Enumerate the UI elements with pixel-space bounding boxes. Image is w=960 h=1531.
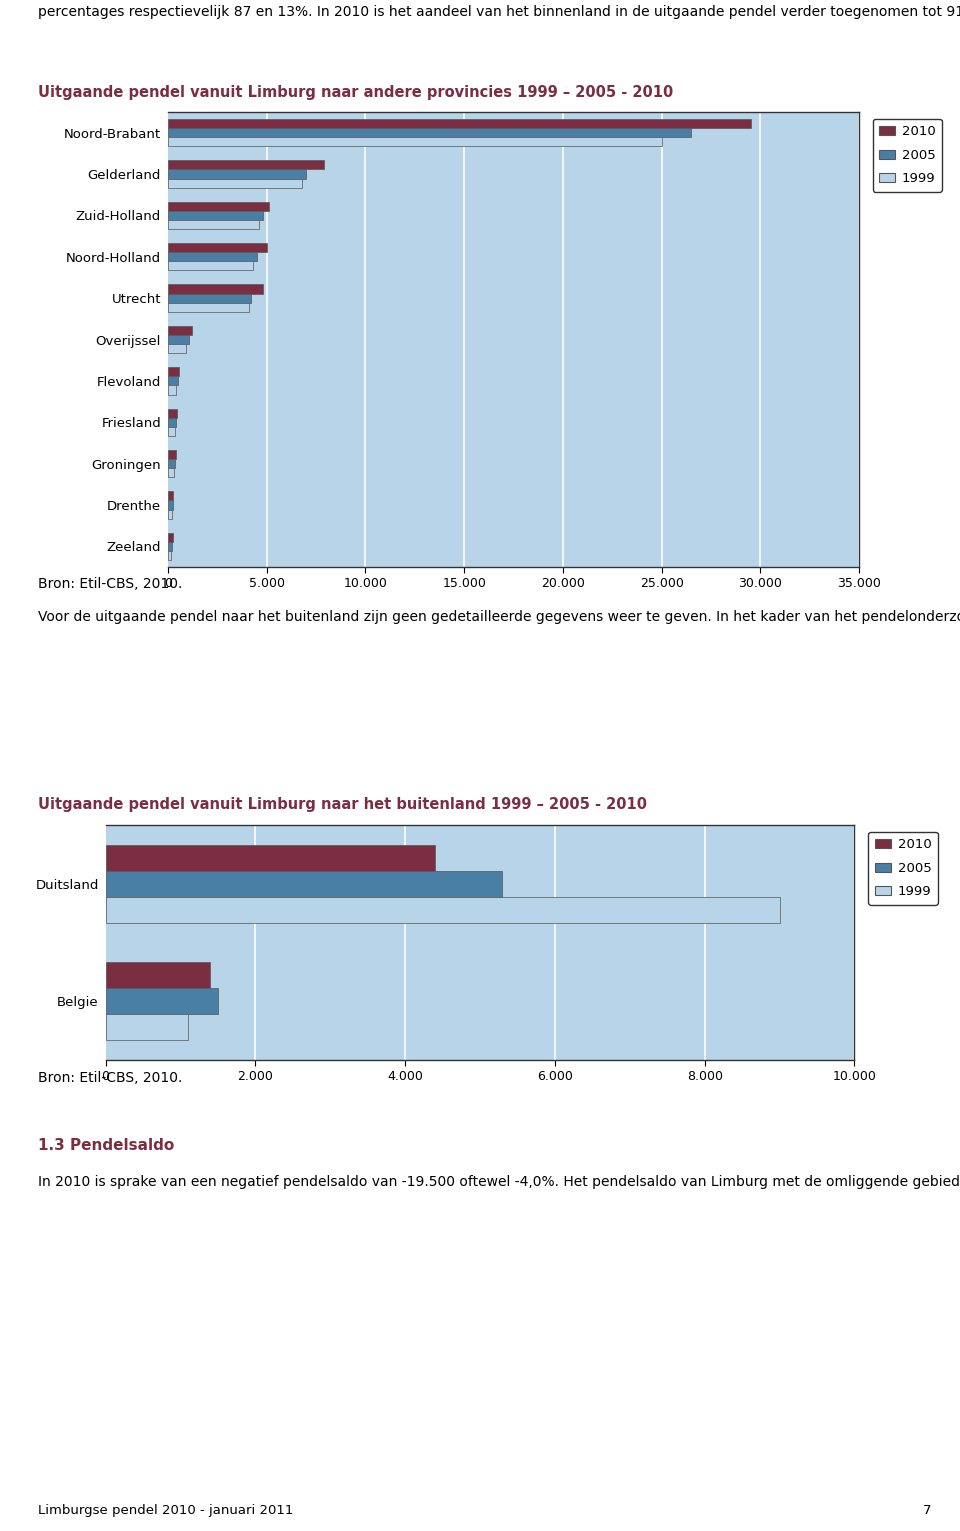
Bar bbox=[106, 963, 210, 989]
Text: 7: 7 bbox=[923, 1503, 931, 1517]
Text: Uitgaande pendel vanuit Limburg naar andere provincies 1999 – 2005 - 2010: Uitgaande pendel vanuit Limburg naar and… bbox=[38, 84, 674, 100]
Text: In 2010 is sprake van een negatief pendelsaldo van -19.500 oftewel -4,0%. Het pe: In 2010 is sprake van een negatief pende… bbox=[38, 1174, 960, 1190]
Bar bbox=[168, 542, 172, 551]
Bar bbox=[168, 427, 175, 436]
Bar bbox=[168, 138, 661, 147]
Legend: 2010, 2005, 1999: 2010, 2005, 1999 bbox=[869, 831, 938, 905]
Bar bbox=[168, 450, 177, 459]
Bar bbox=[168, 344, 186, 354]
Bar bbox=[106, 989, 218, 1014]
Bar bbox=[168, 220, 259, 230]
Bar bbox=[168, 418, 177, 427]
Text: Bron: Etil-CBS, 2010.: Bron: Etil-CBS, 2010. bbox=[38, 1070, 182, 1084]
Bar bbox=[168, 533, 173, 542]
Text: 1.3 Pendelsaldo: 1.3 Pendelsaldo bbox=[38, 1138, 175, 1153]
Bar bbox=[106, 871, 502, 897]
Bar bbox=[168, 294, 251, 303]
Bar bbox=[106, 1014, 188, 1040]
Bar bbox=[168, 468, 174, 478]
Bar bbox=[168, 161, 324, 170]
Bar bbox=[168, 202, 269, 211]
Bar bbox=[168, 335, 189, 344]
Bar bbox=[168, 170, 306, 179]
Bar bbox=[168, 326, 192, 335]
Bar bbox=[168, 491, 174, 501]
Bar bbox=[168, 409, 178, 418]
Bar bbox=[168, 285, 263, 294]
Bar bbox=[168, 211, 263, 220]
Bar bbox=[168, 459, 176, 468]
Bar bbox=[168, 377, 178, 386]
Bar bbox=[168, 243, 267, 253]
Bar bbox=[168, 510, 172, 519]
Bar bbox=[168, 551, 171, 560]
Bar bbox=[168, 386, 176, 395]
Bar bbox=[168, 262, 252, 271]
Bar bbox=[168, 119, 751, 129]
Bar bbox=[106, 897, 780, 923]
Text: Bron: Etil-CBS, 2010.: Bron: Etil-CBS, 2010. bbox=[38, 577, 182, 591]
Bar bbox=[168, 179, 302, 188]
Text: percentages respectievelijk 87 en 13%. In 2010 is het aandeel van het binnenland: percentages respectievelijk 87 en 13%. I… bbox=[38, 5, 960, 18]
Legend: 2010, 2005, 1999: 2010, 2005, 1999 bbox=[873, 118, 942, 191]
Text: Uitgaande pendel vanuit Limburg naar het buitenland 1999 – 2005 - 2010: Uitgaande pendel vanuit Limburg naar het… bbox=[38, 796, 647, 811]
Bar bbox=[168, 303, 249, 312]
Bar bbox=[168, 367, 179, 377]
Text: Voor de uitgaande pendel naar het buitenland zijn geen gedetailleerde gegevens w: Voor de uitgaande pendel naar het buiten… bbox=[38, 609, 960, 625]
Bar bbox=[106, 845, 435, 871]
Bar bbox=[168, 129, 691, 138]
Bar bbox=[168, 253, 257, 262]
Text: Limburgse pendel 2010 - januari 2011: Limburgse pendel 2010 - januari 2011 bbox=[38, 1503, 294, 1517]
Bar bbox=[168, 501, 173, 510]
